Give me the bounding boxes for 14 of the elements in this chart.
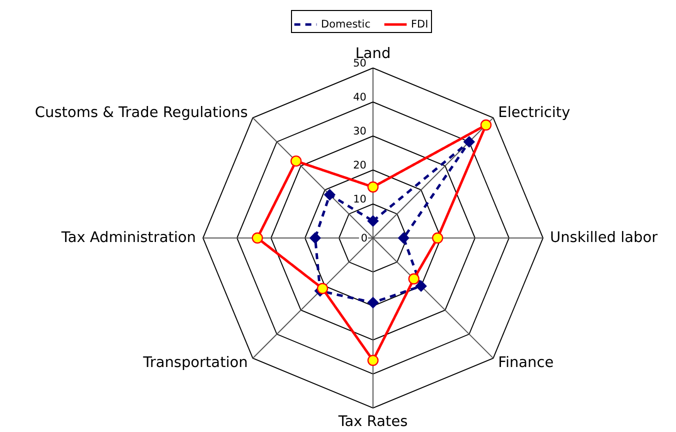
spoke-label: Finance bbox=[498, 355, 554, 372]
y-tick-label: 10 bbox=[353, 194, 366, 206]
y-tick-label: 30 bbox=[353, 126, 366, 138]
legend-label: Domestic bbox=[321, 18, 371, 30]
spoke-label: Customs & Trade Regulations bbox=[34, 104, 248, 121]
y-tick-label: 0 bbox=[360, 232, 368, 244]
y-tick-label: 20 bbox=[353, 160, 366, 172]
spoke-label: Transportation bbox=[142, 355, 248, 372]
legend-label: FDI bbox=[411, 18, 428, 30]
spoke-label: Tax Administration bbox=[60, 230, 196, 246]
spoke-label: Tax Rates bbox=[337, 414, 408, 430]
y-tick-label: 40 bbox=[353, 92, 366, 104]
spoke-label: Electricity bbox=[498, 104, 571, 121]
spoke-label: Unskilled labor bbox=[550, 230, 658, 246]
